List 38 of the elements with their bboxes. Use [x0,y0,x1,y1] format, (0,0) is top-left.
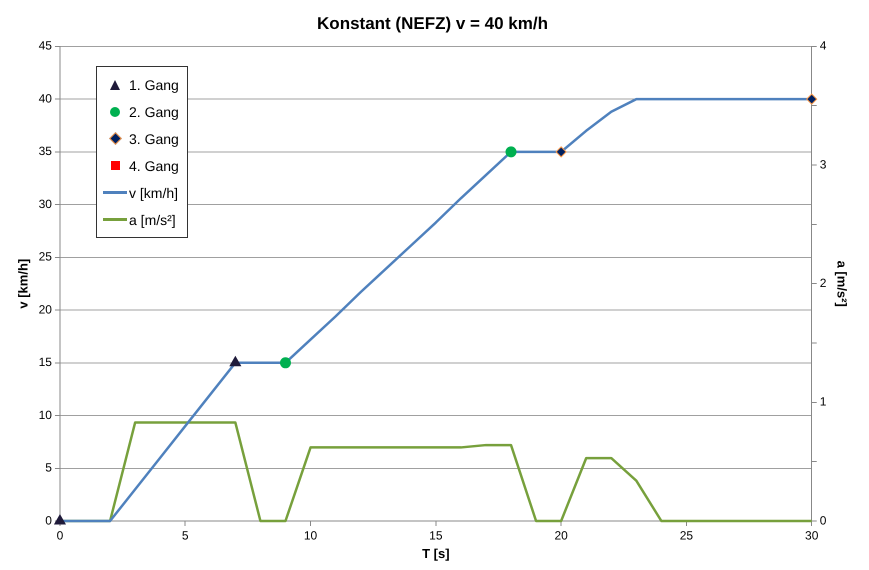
legend-label: 1. Gang [129,76,179,92]
y-tick-label: 5 [45,460,52,475]
y2-tick-label: 0 [820,513,827,528]
x-tick-label: 15 [429,528,443,543]
x-tick-label: 0 [56,528,64,543]
point [230,356,242,366]
x-tick-label: 5 [182,528,189,543]
legend-label: 2. Gang [129,104,179,120]
x-axis-title: T [s] [422,546,450,561]
point [556,146,567,158]
x-tick-label: 10 [304,528,318,543]
point [280,357,291,368]
x-tick-label: 20 [554,528,568,543]
y-tick-label: 35 [38,144,52,158]
y-tick-label: 40 [38,91,52,106]
y-tick-label: 15 [38,355,52,370]
y2-tick-label: 1 [820,394,827,409]
y-tick-label: 25 [38,250,52,264]
y-axis-title: v [km/h] [15,258,30,309]
y2-tick-label: 2 [820,276,827,290]
y2-tick-label: 4 [820,38,827,53]
y-tick-label: 45 [38,38,52,53]
y2-axis-title: a [m/s²] [834,260,850,307]
x-tick-label: 30 [805,528,819,543]
y-tick-label: 30 [38,196,52,211]
point [806,94,818,105]
point [506,146,517,158]
legend-label: 4. Gang [129,158,179,174]
chart-title: Konstant (NEFZ) v = 40 km/h [317,14,548,33]
legend-label: v [km/h] [129,184,178,200]
y-tick-label: 10 [38,408,52,422]
y-tick-label: 0 [45,513,52,528]
y-tick-label: 20 [38,302,52,316]
x-tick-label: 25 [680,528,694,543]
legend-label: a [m/s²] [129,212,176,228]
legend-label: 3. Gang [129,130,179,146]
y2-tick-label: 3 [820,157,827,172]
point [54,514,66,524]
